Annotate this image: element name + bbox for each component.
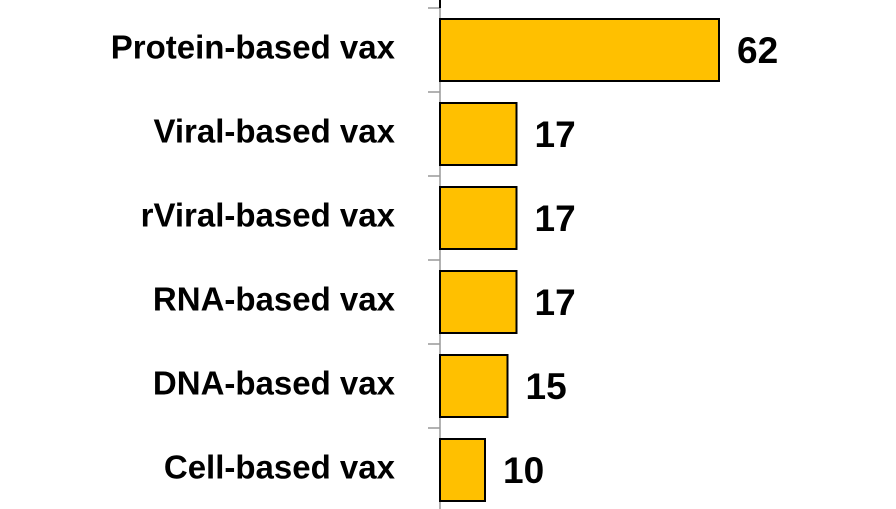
bar (439, 270, 518, 334)
value-label: 17 (535, 282, 576, 323)
category-label: RNA-based vax (153, 281, 396, 318)
bar (439, 438, 486, 502)
value-label: 15 (526, 366, 567, 407)
category-label: Viral-based vax (153, 113, 395, 150)
value-label: 10 (503, 450, 544, 491)
bar (439, 186, 518, 250)
bar (439, 102, 518, 166)
value-label: 17 (535, 198, 576, 239)
value-label: 62 (737, 30, 778, 71)
bar (439, 18, 720, 82)
category-label: Cell-based vax (164, 449, 396, 486)
value-label: 17 (535, 114, 576, 155)
category-label: rViral-based vax (141, 197, 396, 234)
category-label: DNA-based vax (153, 365, 396, 402)
category-label: Protein-based vax (111, 29, 396, 66)
bar (439, 354, 509, 418)
